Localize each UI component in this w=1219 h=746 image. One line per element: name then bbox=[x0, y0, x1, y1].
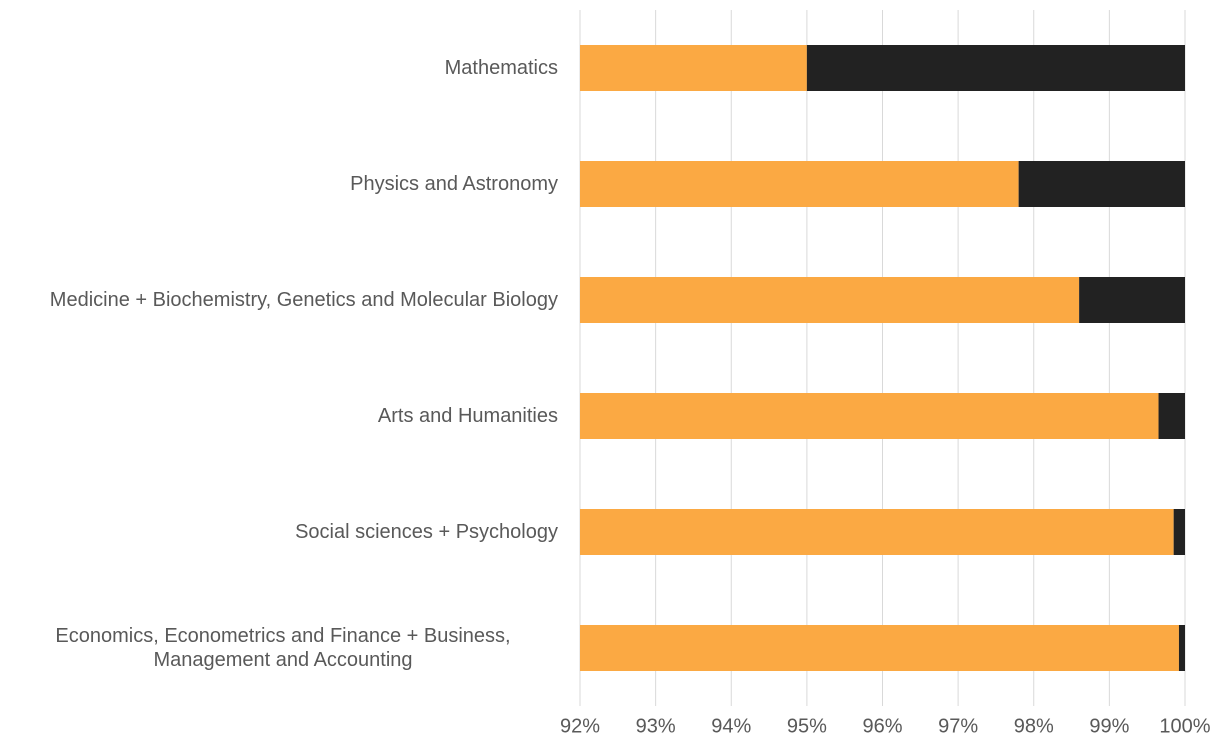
x-tick-label: 95% bbox=[787, 715, 827, 737]
x-tick-label: 93% bbox=[636, 715, 676, 737]
y-tick-label: Medicine + Biochemistry, Genetics and Mo… bbox=[49, 289, 558, 311]
x-tick-label: 100% bbox=[1159, 715, 1210, 737]
x-tick-label: 99% bbox=[1089, 715, 1129, 737]
y-tick-label: Arts and Humanities bbox=[377, 405, 558, 427]
bar-segment bbox=[580, 625, 1179, 671]
bar-segment bbox=[580, 45, 807, 91]
bar-segment bbox=[1173, 509, 1185, 555]
bar-segment bbox=[580, 393, 1159, 439]
x-tick-label: 98% bbox=[1014, 715, 1054, 737]
x-tick-label: 94% bbox=[711, 715, 751, 737]
x-tick-label: 96% bbox=[862, 715, 902, 737]
bar-segment bbox=[806, 45, 1185, 91]
x-tick-label: 97% bbox=[938, 715, 978, 737]
y-tick-label: Physics and Astronomy bbox=[350, 173, 558, 195]
bar-segment bbox=[580, 277, 1080, 323]
bar-segment bbox=[1178, 625, 1185, 671]
x-tick-label: 92% bbox=[560, 715, 600, 737]
y-tick-label: Economics, Econometrics and Finance + Bu… bbox=[55, 625, 511, 671]
bar-segment bbox=[1018, 161, 1185, 207]
bar-segment bbox=[1158, 393, 1185, 439]
bar-segment bbox=[1079, 277, 1185, 323]
y-tick-label: Mathematics bbox=[444, 57, 558, 79]
bar-segment bbox=[580, 509, 1174, 555]
bar-segment bbox=[580, 161, 1019, 207]
y-tick-label: Social sciences + Psychology bbox=[295, 521, 558, 543]
